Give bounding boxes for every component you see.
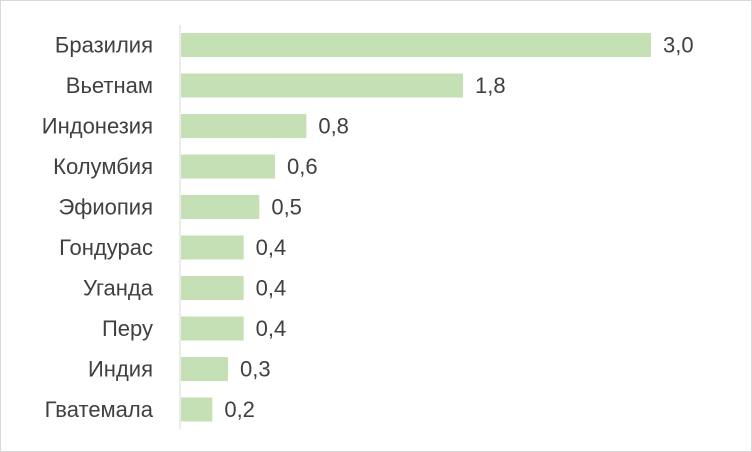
category-label-5: Эфиопия <box>58 195 153 220</box>
bar-4 <box>181 154 275 179</box>
value-label-7: 0,4 <box>256 276 287 301</box>
value-label-2: 1,8 <box>475 73 506 98</box>
value-label-9: 0,3 <box>240 357 271 382</box>
bar-2 <box>181 73 463 98</box>
category-label-3: Индонезия <box>42 114 153 139</box>
bars-group <box>181 33 651 422</box>
value-label-3: 0,8 <box>318 114 349 139</box>
category-labels-group: Бразилия Вьетнам Индонезия Колумбия Эфиопия Г… <box>42 33 154 423</box>
value-label-10: 0,2 <box>224 397 255 422</box>
category-label-9: Индия <box>88 357 153 382</box>
category-label-6: Гондурас <box>59 235 153 260</box>
category-label-4: Колумбия <box>53 154 153 179</box>
bar-3 <box>181 114 307 138</box>
bar-7 <box>181 276 244 300</box>
value-label-4: 0,6 <box>287 154 318 179</box>
value-label-1: 3,0 <box>663 33 694 58</box>
category-label-10: Гватемала <box>45 397 154 422</box>
bar-6 <box>181 235 244 260</box>
bar-9 <box>181 357 228 381</box>
category-label-2: Вьетнам <box>66 73 153 98</box>
category-label-7: Уганда <box>83 276 154 301</box>
bar-1 <box>181 33 651 57</box>
category-label-8: Перу <box>102 316 153 341</box>
bar-8 <box>181 316 244 341</box>
bar-10 <box>181 397 213 422</box>
category-label-1: Бразилия <box>55 33 153 58</box>
value-labels-group: 3,0 1,8 0,80,6 0,5 0,4 0,4 0,4 0,3 0,2 <box>224 33 693 423</box>
value-label-8: 0,4 <box>256 316 287 341</box>
value-label-6: 0,4 <box>256 235 287 260</box>
bar-5 <box>181 195 260 219</box>
value-label-5: 0,5 <box>271 195 302 220</box>
